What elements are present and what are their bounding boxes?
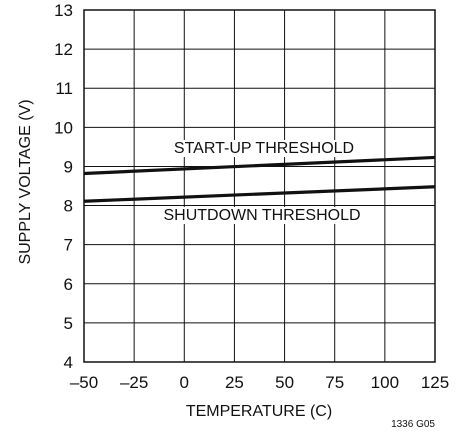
y-tick-label: 4 xyxy=(64,353,73,372)
y-tick-label: 12 xyxy=(54,40,73,59)
y-tick-label: 10 xyxy=(54,118,73,137)
y-tick-label: 6 xyxy=(64,275,73,294)
x-tick-label: 0 xyxy=(180,373,189,392)
series-lines xyxy=(83,155,436,203)
x-tick-label: 25 xyxy=(225,373,244,392)
y-tick-label: 8 xyxy=(64,197,73,216)
startup-threshold-line xyxy=(83,155,436,176)
x-tick-labels: –50 –25 0 25 50 75 100 125 xyxy=(70,373,449,392)
y-tick-labels: 4 5 6 7 8 9 10 11 12 13 xyxy=(54,1,73,372)
y-tick-label: 5 xyxy=(64,314,73,333)
shutdown-threshold-label-bg xyxy=(160,207,364,224)
x-tick-label: 125 xyxy=(421,373,449,392)
x-tick-label: 50 xyxy=(275,373,294,392)
series-labels: START-UP THRESHOLD SHUTDOWN THRESHOLD xyxy=(160,140,364,224)
y-tick-label: 9 xyxy=(64,157,73,176)
x-axis-title: TEMPERATURE (C) xyxy=(186,403,332,420)
y-tick-label: 11 xyxy=(55,79,73,98)
y-tick-label: 13 xyxy=(54,1,73,20)
figure-id: 1336 G05 xyxy=(391,419,435,430)
x-tick-label: 100 xyxy=(371,373,399,392)
shutdown-threshold-label: SHUTDOWN THRESHOLD xyxy=(163,207,360,224)
x-tick-label: 75 xyxy=(325,373,344,392)
shutdown-threshold-line xyxy=(83,185,436,203)
x-tick-label: –50 xyxy=(70,373,98,392)
y-axis-title: SUPPLY VOLTAGE (V) xyxy=(17,99,34,264)
startup-threshold-label-bg xyxy=(170,140,358,157)
y-tick-label: 7 xyxy=(64,236,73,255)
x-tick-label: –25 xyxy=(120,373,148,392)
grid xyxy=(84,10,435,362)
plot-frame xyxy=(83,9,436,363)
startup-threshold-label: START-UP THRESHOLD xyxy=(174,140,354,157)
